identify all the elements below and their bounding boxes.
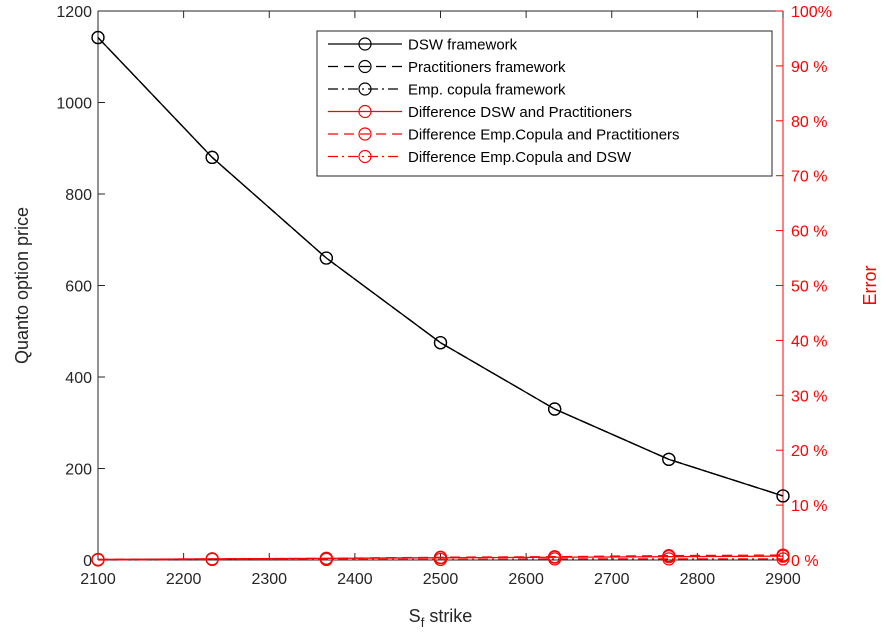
legend-label: Emp. copula framework: [408, 82, 566, 99]
series-point: [662, 549, 676, 563]
legend-entry: Difference Emp.Copula and DSW: [328, 149, 632, 166]
legend-box: [316, 30, 773, 177]
legend: DSW framework Practitioners framework Emp.…: [316, 30, 773, 177]
legend-entry: Difference Emp.Copula and Practitioners: [328, 127, 680, 144]
legend-marker: [358, 127, 372, 141]
left-y-axis-label: Quanto option price: [12, 207, 32, 364]
legend-entry: Emp. copula framework: [328, 82, 566, 99]
legend-entry: Difference DSW and Practitioners: [328, 104, 632, 121]
left-y-tick-label: 1200: [56, 4, 92, 21]
series-line: [97, 558, 783, 561]
x-axis-label: Sf strike: [409, 606, 473, 630]
series-point: [433, 552, 448, 567]
legend-entry: DSW framework: [328, 37, 518, 54]
right-y-tick-label: 40 %: [791, 333, 827, 350]
x-tick-label: 2700: [594, 571, 630, 588]
series-point: [205, 150, 219, 164]
x-tick-label: 2800: [680, 571, 716, 588]
x-tick-label: 2900: [765, 571, 801, 588]
legend-marker: [358, 59, 372, 74]
legend-label: Difference Emp.Copula and Practitioners: [408, 127, 680, 144]
series-point: [205, 552, 219, 567]
x-tick-label: 2400: [337, 571, 373, 588]
legend-marker: [358, 37, 372, 51]
right-y-tick-label: 0 %: [791, 553, 819, 570]
legend-label: DSW framework: [408, 37, 518, 54]
left-y-tick-label: 200: [65, 462, 92, 479]
x-tick-label: 2300: [251, 571, 287, 588]
left-y-tick-label: 600: [65, 279, 92, 296]
right-y-tick-label: 50 %: [791, 279, 827, 296]
legend-entry: Practitioners framework: [328, 59, 566, 76]
series-layer: [91, 30, 790, 567]
right-y-tick-label: 70 %: [791, 169, 827, 186]
legend-label: Practitioners framework: [408, 59, 566, 76]
series-5: [91, 552, 790, 567]
series-point: [433, 336, 448, 350]
x-tick-label: 2200: [166, 571, 202, 588]
right-y-tick-label: 30 %: [791, 388, 827, 405]
series-point: [776, 489, 790, 503]
left-y-tick-label: 0: [83, 553, 92, 570]
x-tick-label: 2500: [423, 571, 459, 588]
right-y-tick-label: 80 %: [791, 114, 827, 131]
right-y-tick-label: 10 %: [791, 498, 827, 515]
legend-marker: [358, 82, 372, 96]
left-y-tick-label: 1000: [56, 96, 92, 113]
series-2: [91, 30, 790, 503]
series-point: [776, 552, 790, 566]
series-line: [97, 37, 784, 497]
series-point: [662, 552, 676, 566]
series-point: [548, 552, 562, 566]
series-point: [319, 251, 333, 265]
series-point: [548, 402, 562, 416]
legend-label: Difference DSW and Practitioners: [408, 104, 632, 121]
series-point: [319, 552, 333, 567]
series-point: [776, 548, 790, 562]
legend-marker: [358, 104, 372, 119]
legend-marker: [358, 149, 372, 164]
x-tick-label: 2100: [80, 571, 116, 588]
right-y-tick-label: 100%: [791, 4, 832, 21]
series-point: [662, 452, 676, 466]
right-y-tick-label: 90 %: [791, 59, 827, 76]
right-y-tick-label: 20 %: [791, 443, 827, 460]
right-y-tick-label: 60 %: [791, 224, 827, 241]
left-y-tick-label: 400: [65, 370, 92, 387]
series-point: [91, 553, 105, 567]
right-y-axis-label: Error: [860, 265, 880, 305]
legend-label: Difference Emp.Copula and DSW: [408, 149, 632, 166]
series-point: [91, 30, 105, 45]
x-tick-label: 2600: [508, 571, 544, 588]
left-y-tick-label: 800: [65, 187, 92, 204]
axes: 2100 2200 2300 2400 2500 2600 2700 2800 2900 0 200…: [12, 4, 880, 630]
